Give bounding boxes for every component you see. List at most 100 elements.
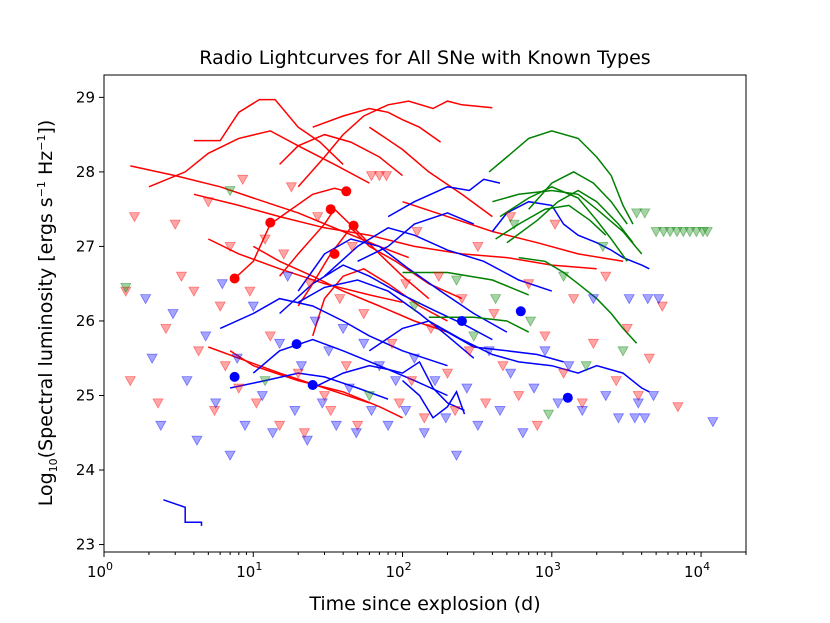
- upper-limit-red-20: [273, 420, 286, 432]
- upper-limit-red-35: [373, 171, 386, 182]
- detection-point-blue-7: [291, 339, 302, 350]
- x-tick-label: 103: [535, 560, 561, 581]
- lightcurve-red-5: [130, 165, 409, 259]
- upper-limit-red-60: [567, 294, 580, 305]
- lightcurve-red-3: [312, 107, 442, 143]
- lightcurve-green-40: [402, 271, 529, 296]
- upper-limit-blue-96: [350, 428, 362, 439]
- upper-limit-blue-102: [400, 406, 412, 417]
- upper-limit-blue-113: [517, 428, 529, 439]
- lightcurve-red-0: [193, 98, 344, 165]
- upper-limit-blue-76: [200, 331, 212, 342]
- upper-limit-green-150: [671, 227, 683, 238]
- detection-point-blue-10: [515, 306, 526, 317]
- upper-limit-red-32: [351, 420, 364, 432]
- upper-limit-green-130: [120, 283, 132, 294]
- upper-limit-blue-92: [323, 346, 335, 357]
- upper-limit-red-11: [214, 301, 226, 312]
- upper-limit-red-47: [456, 294, 468, 305]
- upper-limit-green-148: [657, 227, 670, 238]
- upper-limit-red-9: [202, 197, 214, 208]
- upper-limit-green-152: [684, 227, 696, 238]
- y-label-hz: Hz: [35, 151, 57, 181]
- upper-limit-blue-78: [216, 279, 228, 290]
- upper-limit-blue-74: [181, 376, 193, 387]
- upper-limit-red-26: [312, 212, 324, 223]
- upper-limit-red-61: [576, 398, 588, 409]
- upper-limit-red-52: [497, 361, 509, 372]
- detection-point-red-1: [265, 217, 276, 228]
- lightcurve-blue-27: [428, 320, 650, 393]
- upper-limit-blue-85: [273, 338, 286, 350]
- y-label-exp2: −1: [35, 135, 48, 151]
- lightcurve-green-34: [499, 185, 628, 262]
- upper-limit-blue-71: [146, 353, 158, 365]
- x-axis-label: Time since explosion (d): [308, 593, 540, 615]
- lightcurve-red-12: [311, 267, 448, 337]
- chart-title: Radio Lightcurves for All SNe with Known…: [199, 47, 650, 69]
- upper-limit-green-149: [664, 227, 676, 238]
- upper-limit-red-46: [449, 406, 461, 417]
- lightcurve-blue-30: [229, 372, 389, 400]
- upper-limit-green-141: [557, 271, 570, 283]
- upper-limit-blue-105: [429, 376, 441, 387]
- upper-limit-red-10: [208, 406, 221, 417]
- detection-point-blue-6: [229, 371, 240, 382]
- upper-limit-blue-114: [528, 383, 540, 394]
- upper-limit-blue-110: [483, 346, 495, 357]
- lightcurve-green-35: [506, 189, 634, 244]
- upper-limit-blue-109: [472, 420, 484, 432]
- upper-limit-blue-80: [231, 353, 243, 365]
- upper-limit-red-8: [192, 346, 205, 357]
- upper-limit-red-33: [358, 309, 370, 320]
- upper-limit-red-54: [513, 391, 525, 402]
- lightcurve-blue-31: [357, 212, 475, 262]
- upper-limit-red-45: [441, 368, 454, 379]
- upper-limit-red-6: [175, 271, 188, 283]
- upper-limit-blue-89: [301, 435, 313, 447]
- upper-limit-red-57: [539, 331, 551, 342]
- upper-limit-red-56: [531, 420, 543, 432]
- upper-limit-blue-87: [289, 406, 301, 417]
- upper-limit-blue-73: [167, 309, 179, 320]
- upper-limit-blue-72: [155, 420, 167, 432]
- upper-limit-green-136: [468, 331, 480, 342]
- upper-limit-red-2: [128, 212, 141, 223]
- lightcurve-green-39: [428, 316, 530, 333]
- upper-limit-red-68: [656, 301, 668, 312]
- upper-limit-red-27: [318, 391, 331, 402]
- lightcurve-green-37: [495, 204, 607, 240]
- lightcurve-red-15: [368, 126, 493, 218]
- upper-limit-red-53: [504, 212, 517, 223]
- lightcurve-red-11: [297, 226, 463, 307]
- upper-limit-red-48: [463, 346, 475, 357]
- upper-limit-blue-83: [256, 391, 268, 402]
- upper-limit-green-131: [224, 186, 236, 197]
- y-label-sub: 10: [47, 458, 60, 472]
- upper-limit-red-62: [587, 338, 600, 350]
- upper-limit-blue-82: [247, 301, 259, 312]
- upper-limit-blue-119: [587, 294, 600, 305]
- lightcurve-red-9: [207, 238, 403, 304]
- y-label-rest: (Spectral luminosity [ergs s: [35, 197, 57, 458]
- upper-limit-green-137: [489, 294, 502, 305]
- upper-limit-red-23: [292, 368, 304, 379]
- upper-limit-green-145: [630, 208, 643, 219]
- upper-limit-red-40: [405, 376, 418, 387]
- detection-point-red-2: [325, 204, 336, 215]
- upper-limit-green-147: [650, 227, 662, 238]
- upper-limit-green-138: [508, 219, 520, 230]
- upper-limit-red-37: [386, 338, 398, 350]
- lightcurve-red-2: [297, 100, 493, 188]
- y-tick-label: 23: [76, 536, 95, 554]
- upper-limit-red-3: [152, 398, 164, 409]
- upper-limit-blue-117: [563, 361, 575, 372]
- upper-limit-red-16: [244, 286, 256, 297]
- lightcurve-blue-25: [312, 360, 465, 412]
- detection-point-red-0: [229, 273, 240, 284]
- upper-limit-green-140: [542, 409, 555, 420]
- lightcurve-blue-29: [402, 380, 466, 419]
- y-tick-label: 28: [76, 163, 95, 181]
- detection-point-red-3: [341, 186, 352, 197]
